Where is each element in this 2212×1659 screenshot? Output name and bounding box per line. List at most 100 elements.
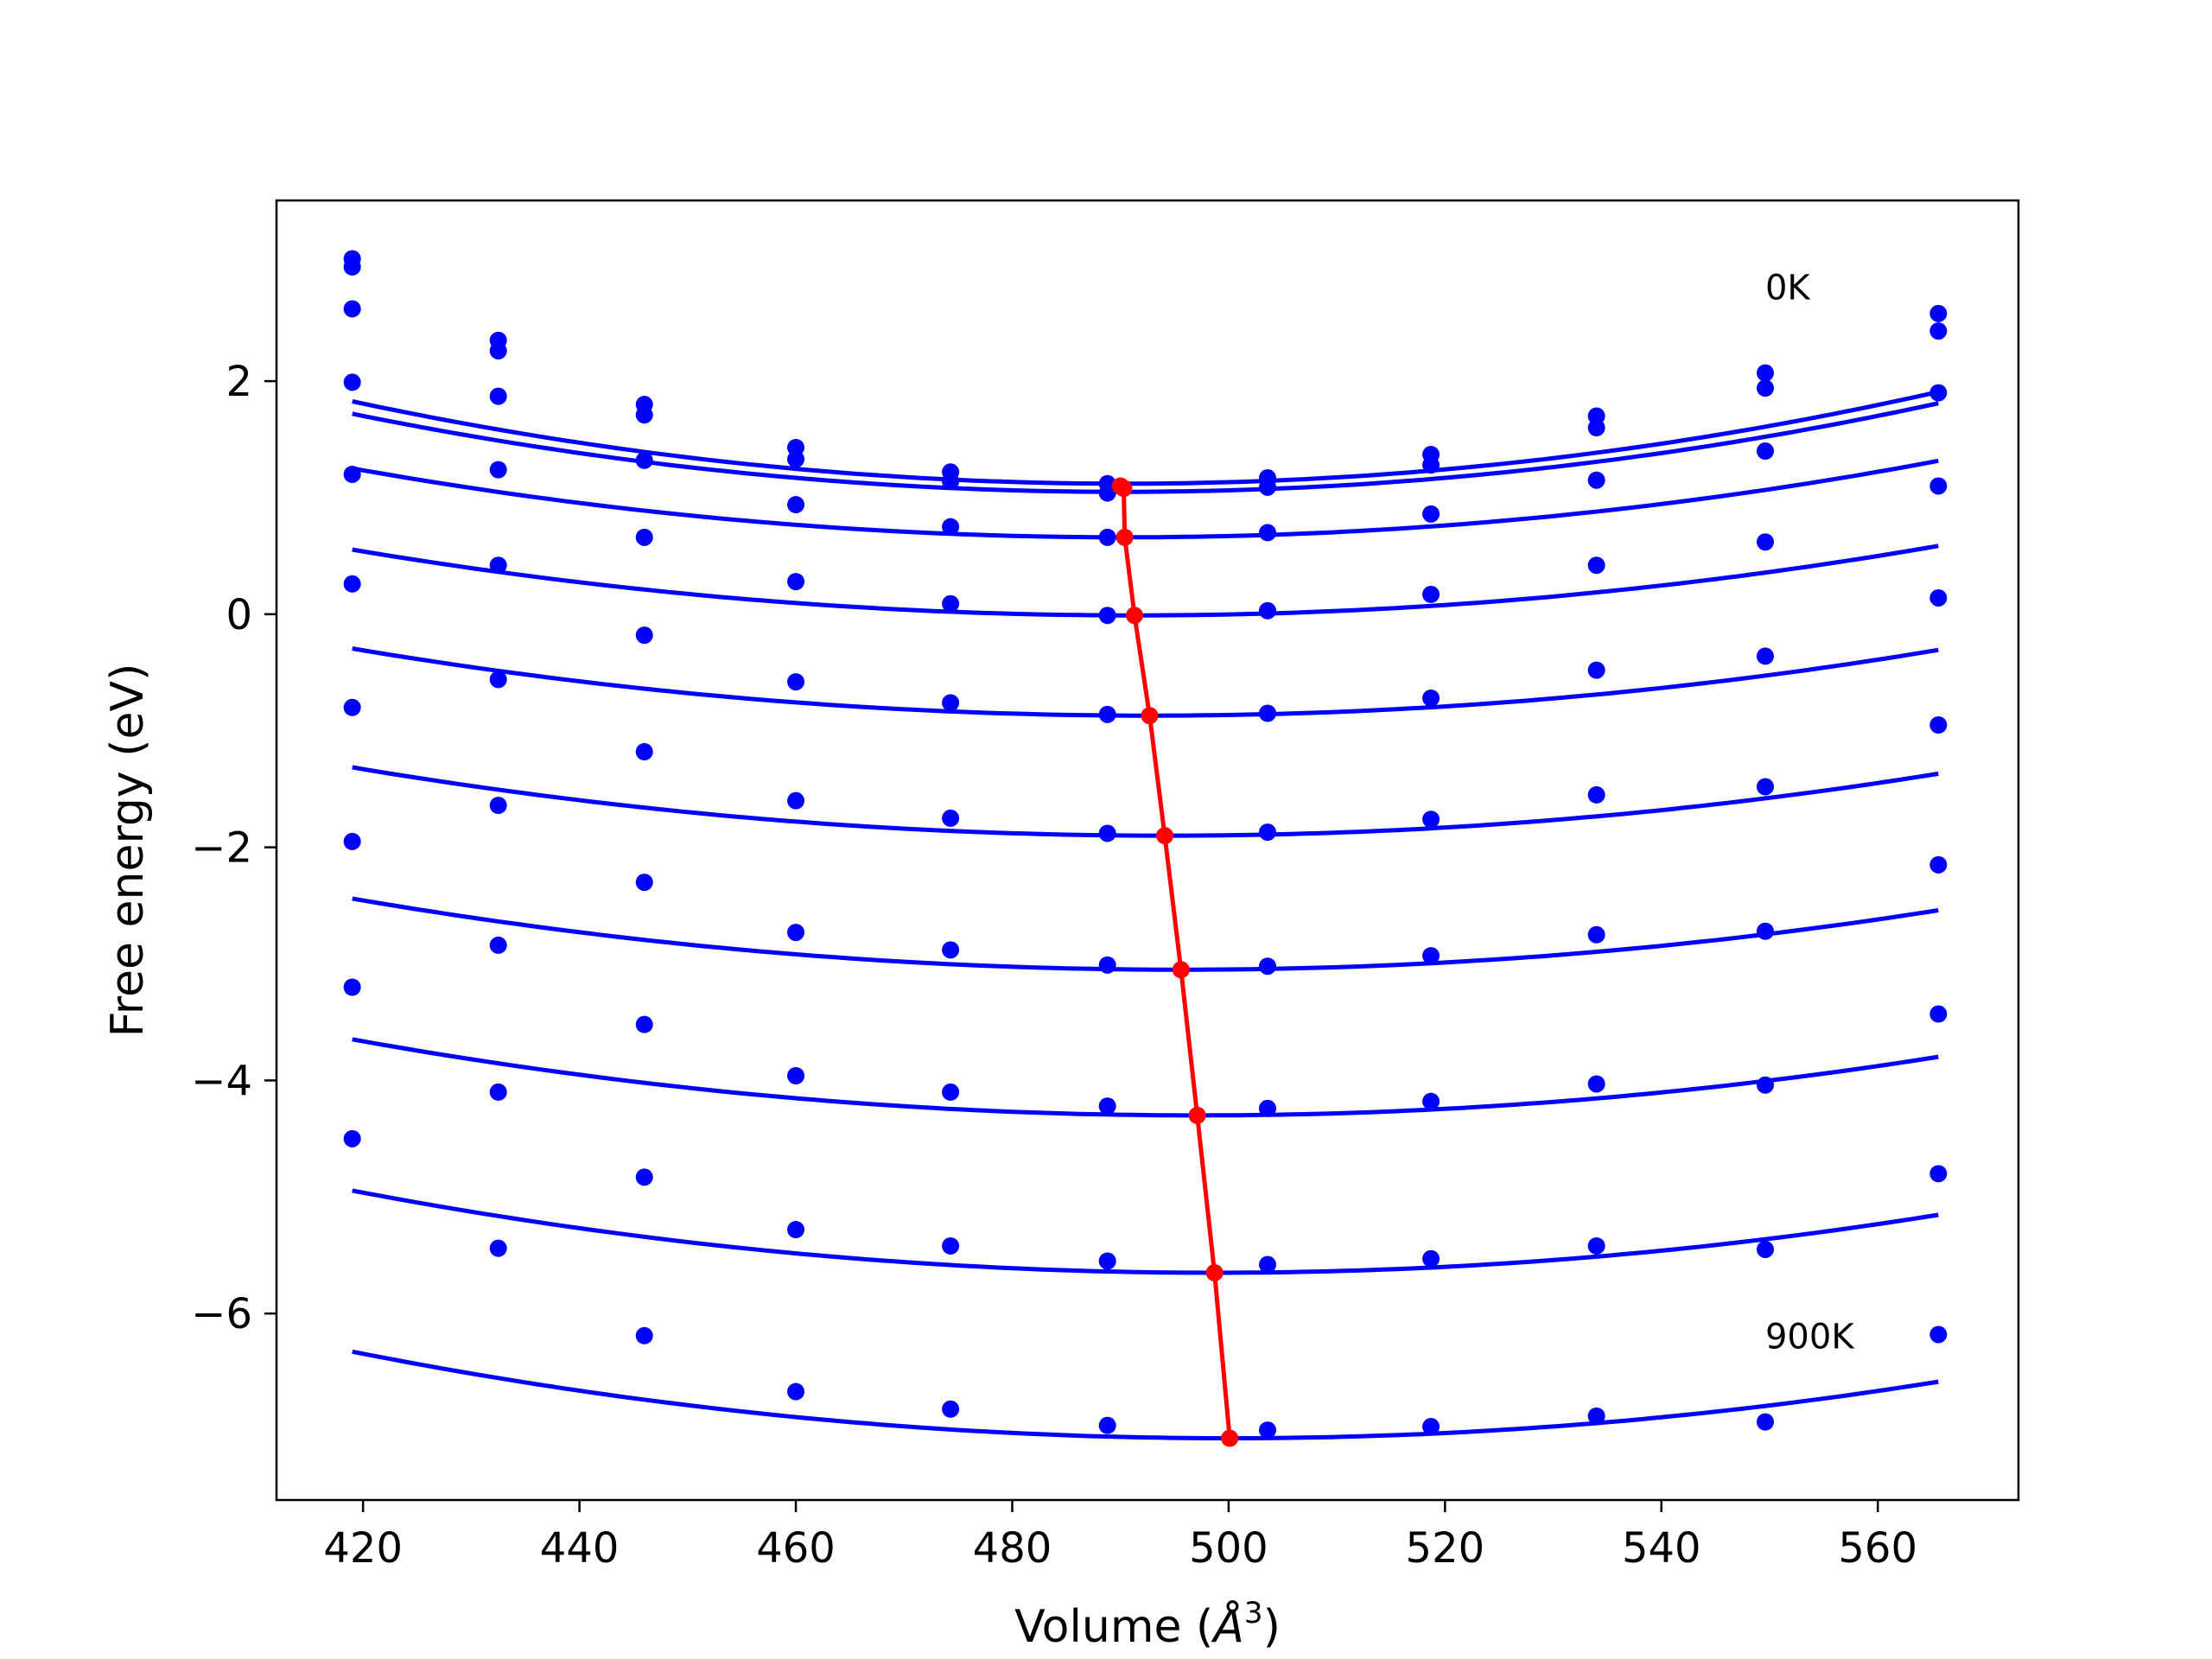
data-point xyxy=(489,1239,507,1257)
data-point xyxy=(787,1382,805,1401)
data-point xyxy=(489,556,507,575)
minimum-point xyxy=(1205,1263,1224,1281)
minimum-point xyxy=(1116,528,1134,546)
minima-path xyxy=(1119,484,1232,1439)
data-point xyxy=(1756,533,1774,551)
data-point xyxy=(1929,304,1948,322)
data-point xyxy=(1587,1236,1605,1255)
data-point xyxy=(1756,442,1774,461)
y-tick-label: 0 xyxy=(226,591,252,639)
y-tick-label: −4 xyxy=(191,1057,252,1105)
data-point xyxy=(1587,471,1605,489)
data-point xyxy=(1422,1092,1440,1110)
data-point xyxy=(1258,957,1276,976)
data-point xyxy=(1258,1255,1276,1274)
data-point xyxy=(1929,384,1948,402)
data-point xyxy=(1929,1325,1948,1344)
data-point xyxy=(1929,1005,1948,1023)
fit-curve-6 xyxy=(352,896,1939,972)
data-point xyxy=(343,575,361,593)
x-axis-ticks: 420 440 460 480 500 520 540 560 xyxy=(323,1500,1917,1573)
data-point xyxy=(1756,1076,1774,1094)
annotations: 0K 900K xyxy=(1765,269,1855,1357)
plot-frame xyxy=(275,199,2020,1502)
data-point xyxy=(787,573,805,591)
x-tick-label: 460 xyxy=(756,1524,836,1573)
fit-curves xyxy=(352,390,1939,1440)
data-point xyxy=(1098,484,1116,502)
data-point xyxy=(942,694,960,712)
data-point xyxy=(942,594,960,613)
data-point xyxy=(1587,661,1605,679)
data-point xyxy=(489,461,507,479)
data-point xyxy=(635,451,653,469)
data-point xyxy=(1258,601,1276,620)
data-point xyxy=(635,743,653,761)
data-point xyxy=(489,797,507,815)
minimum-point xyxy=(1221,1429,1239,1447)
data-point xyxy=(787,1221,805,1239)
data-point xyxy=(787,673,805,691)
data-point xyxy=(1258,823,1276,842)
data-point xyxy=(787,791,805,810)
fit-curve-2 xyxy=(352,458,1939,540)
data-point xyxy=(1756,379,1774,397)
data-point xyxy=(1929,322,1948,340)
data-point xyxy=(635,528,653,546)
data-point xyxy=(1587,419,1605,437)
data-point xyxy=(343,465,361,483)
x-axis-label-tail: ) xyxy=(1263,1601,1281,1653)
data-point xyxy=(942,518,960,536)
data-point xyxy=(343,1129,361,1147)
data-point xyxy=(1098,1252,1116,1270)
data-point xyxy=(1422,505,1440,523)
data-point xyxy=(1929,588,1948,607)
data-point xyxy=(343,832,361,850)
data-point xyxy=(635,406,653,424)
data-point xyxy=(1929,1165,1948,1183)
data-point xyxy=(1098,1416,1116,1434)
data-point xyxy=(1422,947,1440,965)
data-point xyxy=(1098,1097,1116,1116)
data-point xyxy=(1422,689,1440,707)
minimum-point xyxy=(1156,827,1174,845)
data-point xyxy=(1258,1099,1276,1117)
data-point xyxy=(343,257,361,276)
fit-curve-1 xyxy=(352,401,1939,494)
data-point xyxy=(1422,1249,1440,1268)
data-point xyxy=(489,671,507,689)
y-tick-label: −6 xyxy=(191,1290,252,1338)
data-point xyxy=(635,1168,653,1186)
x-axis-label-sup: 3 xyxy=(1244,1596,1263,1630)
fit-curve-8 xyxy=(352,1188,1939,1275)
data-point xyxy=(343,300,361,318)
data-point xyxy=(942,473,960,491)
x-axis-label: Volume (Å3) xyxy=(1014,1596,1281,1653)
data-point xyxy=(1098,705,1116,723)
data-point xyxy=(1098,528,1116,546)
data-point xyxy=(1587,925,1605,944)
data-point xyxy=(1756,778,1774,796)
minimum-point xyxy=(1188,1106,1206,1124)
y-tick-label: −2 xyxy=(191,824,252,873)
x-axis-label-symbol: Å xyxy=(1211,1599,1244,1653)
data-point xyxy=(787,496,805,514)
y-axis-ticks: −6 −4 −2 0 2 xyxy=(191,358,276,1338)
minima-line xyxy=(1111,477,1239,1447)
data-point xyxy=(1587,1407,1605,1425)
data-point xyxy=(1258,478,1276,496)
data-point xyxy=(1258,1421,1276,1440)
data-point xyxy=(787,924,805,942)
data-point xyxy=(942,1236,960,1255)
data-point xyxy=(942,1400,960,1418)
data-point xyxy=(635,1015,653,1033)
data-point xyxy=(1756,364,1774,382)
minimum-point xyxy=(1115,480,1133,498)
data-point xyxy=(1587,785,1605,804)
data-point xyxy=(1587,1075,1605,1093)
data-point xyxy=(489,342,507,360)
x-tick-label: 440 xyxy=(540,1524,620,1573)
annotation-label: 0K xyxy=(1765,269,1811,308)
x-tick-label: 560 xyxy=(1838,1524,1917,1573)
data-point xyxy=(1929,477,1948,495)
